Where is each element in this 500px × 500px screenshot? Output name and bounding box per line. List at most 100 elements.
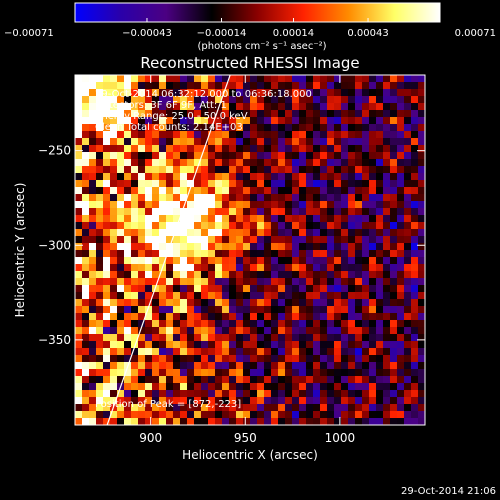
heatmap-cell: [96, 250, 104, 258]
heatmap-cell: [75, 194, 83, 202]
heatmap-cell: [285, 159, 293, 167]
heatmap-cell: [327, 117, 335, 125]
heatmap-cell: [194, 341, 202, 349]
heatmap-cell: [82, 299, 90, 307]
heatmap-cell: [348, 82, 356, 90]
heatmap-cell: [376, 397, 384, 405]
heatmap-cell: [243, 397, 251, 405]
heatmap-cell: [355, 222, 363, 230]
heatmap-cell: [110, 124, 118, 132]
heatmap-cell: [397, 264, 405, 272]
heatmap-cell: [173, 236, 181, 244]
colorbar-tick-label: 0.00014: [273, 28, 314, 39]
heatmap-cell: [194, 152, 202, 160]
heatmap-cell: [411, 299, 419, 307]
heatmap-cell: [341, 411, 349, 419]
heatmap-cell: [418, 278, 425, 286]
heatmap-cell: [250, 306, 258, 314]
heatmap-cell: [285, 313, 293, 321]
heatmap-cell: [166, 257, 174, 265]
heatmap-cell: [334, 194, 342, 202]
heatmap-cell: [173, 369, 181, 377]
heatmap-cell: [229, 306, 237, 314]
heatmap-cell: [229, 75, 237, 83]
heatmap-cell: [166, 180, 174, 188]
heatmap-cell: [383, 110, 391, 118]
heatmap-cell: [89, 75, 97, 83]
heatmap-cell: [110, 243, 118, 251]
heatmap-cell: [159, 103, 167, 111]
heatmap-cell: [369, 131, 377, 139]
heatmap-cell: [180, 313, 188, 321]
heatmap-cell: [341, 369, 349, 377]
heatmap-cell: [187, 159, 195, 167]
heatmap-cell: [173, 341, 181, 349]
heatmap-cell: [103, 82, 111, 90]
heatmap-cell: [341, 348, 349, 356]
heatmap-cell: [75, 404, 83, 412]
heatmap-cell: [110, 159, 118, 167]
heatmap-cell: [208, 306, 216, 314]
heatmap-cell: [306, 411, 314, 419]
heatmap-cell: [208, 187, 216, 195]
heatmap-cell: [285, 173, 293, 181]
heatmap-cell: [376, 138, 384, 146]
heatmap-cell: [383, 180, 391, 188]
heatmap-cell: [313, 194, 321, 202]
heatmap-cell: [341, 390, 349, 398]
heatmap-cell: [313, 138, 321, 146]
heatmap-cell: [75, 124, 83, 132]
heatmap-cell: [369, 117, 377, 125]
heatmap-cell: [341, 327, 349, 335]
heatmap-cell: [201, 250, 209, 258]
heatmap-cell: [411, 187, 419, 195]
heatmap-cell: [257, 243, 265, 251]
heatmap-cell: [222, 159, 230, 167]
heatmap-cell: [313, 397, 321, 405]
heatmap-cell: [250, 320, 258, 328]
heatmap-cell: [418, 299, 425, 307]
heatmap-cell: [362, 355, 370, 363]
heatmap-cell: [103, 201, 111, 209]
heatmap-cell: [89, 243, 97, 251]
heatmap-cell: [264, 271, 272, 279]
heatmap-cell: [145, 411, 153, 419]
heatmap-cell: [264, 334, 272, 342]
heatmap-cell: [131, 390, 139, 398]
heatmap-cell: [75, 320, 83, 328]
heatmap-cell: [313, 383, 321, 391]
heatmap-cell: [96, 355, 104, 363]
heatmap-cell: [341, 124, 349, 132]
heatmap-cell: [103, 145, 111, 153]
heatmap-cell: [341, 334, 349, 342]
heatmap-cell: [404, 194, 412, 202]
heatmap-cell: [131, 117, 139, 125]
heatmap-cell: [243, 376, 251, 384]
heatmap-cell: [285, 124, 293, 132]
heatmap-cell: [138, 89, 146, 97]
heatmap-cell: [89, 82, 97, 90]
heatmap-cell: [236, 159, 244, 167]
heatmap-cell: [390, 376, 398, 384]
heatmap-cell: [152, 194, 160, 202]
heatmap-cell: [404, 341, 412, 349]
heatmap-cell: [341, 299, 349, 307]
heatmap-cell: [117, 278, 125, 286]
heatmap-cell: [369, 341, 377, 349]
heatmap-cell: [82, 89, 90, 97]
heatmap-cell: [397, 159, 405, 167]
heatmap-cell: [292, 285, 300, 293]
heatmap-cell: [208, 257, 216, 265]
heatmap-cell: [166, 75, 174, 83]
heatmap-cell: [159, 152, 167, 160]
heatmap-cell: [82, 138, 90, 146]
heatmap-cell: [292, 271, 300, 279]
heatmap-cell: [250, 397, 258, 405]
heatmap-cell: [271, 418, 279, 425]
heatmap-cell: [264, 180, 272, 188]
heatmap-cell: [292, 411, 300, 419]
heatmap-cell: [201, 327, 209, 335]
heatmap-cell: [124, 236, 132, 244]
heatmap-cell: [397, 362, 405, 370]
heatmap-cell: [152, 124, 160, 132]
